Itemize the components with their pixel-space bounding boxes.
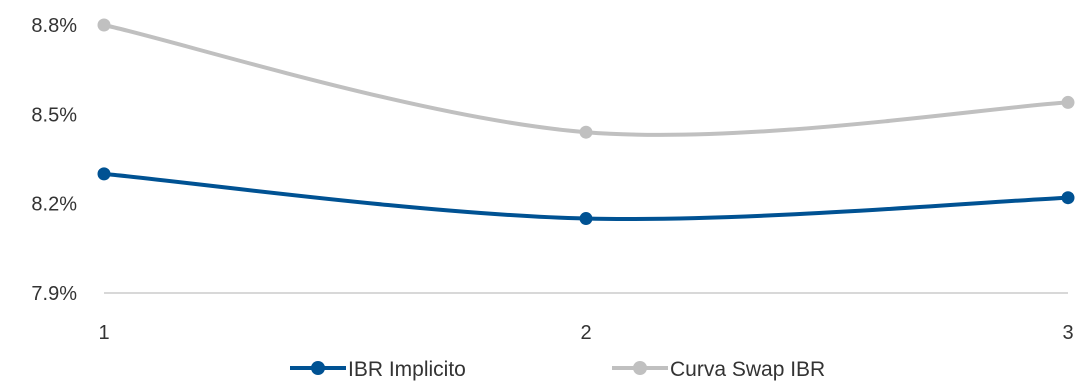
y-axis-ticks: 8.8% 8.5% 8.2% 7.9%: [31, 15, 77, 305]
data-point: [1061, 95, 1075, 109]
x-axis-ticks: 1 2 3: [98, 322, 1073, 344]
data-point: [97, 18, 111, 32]
data-point: [1061, 191, 1075, 205]
legend-item-curva-swap-ibr: Curva Swap IBR: [612, 358, 825, 381]
legend-label: IBR Implicito: [348, 358, 466, 381]
data-point: [97, 167, 111, 181]
y-tick-label: 8.5%: [31, 104, 77, 126]
data-point: [579, 125, 593, 139]
x-tick-label: 1: [98, 322, 109, 344]
y-tick-label: 7.9%: [31, 283, 77, 305]
x-tick-label: 2: [580, 322, 591, 344]
data-point: [579, 212, 593, 226]
legend-item-ibr-implicito: IBR Implicito: [290, 358, 466, 381]
y-tick-label: 8.8%: [31, 15, 77, 37]
legend-label: Curva Swap IBR: [670, 358, 825, 381]
y-tick-label: 8.2%: [31, 194, 77, 216]
legend-dot-marker: [633, 361, 647, 375]
legend: IBR Implicito Curva Swap IBR: [290, 358, 825, 381]
series-line: [102, 23, 1070, 137]
series-layer: [97, 18, 1075, 226]
legend-dot-marker: [311, 361, 325, 375]
x-tick-label: 3: [1062, 322, 1073, 344]
